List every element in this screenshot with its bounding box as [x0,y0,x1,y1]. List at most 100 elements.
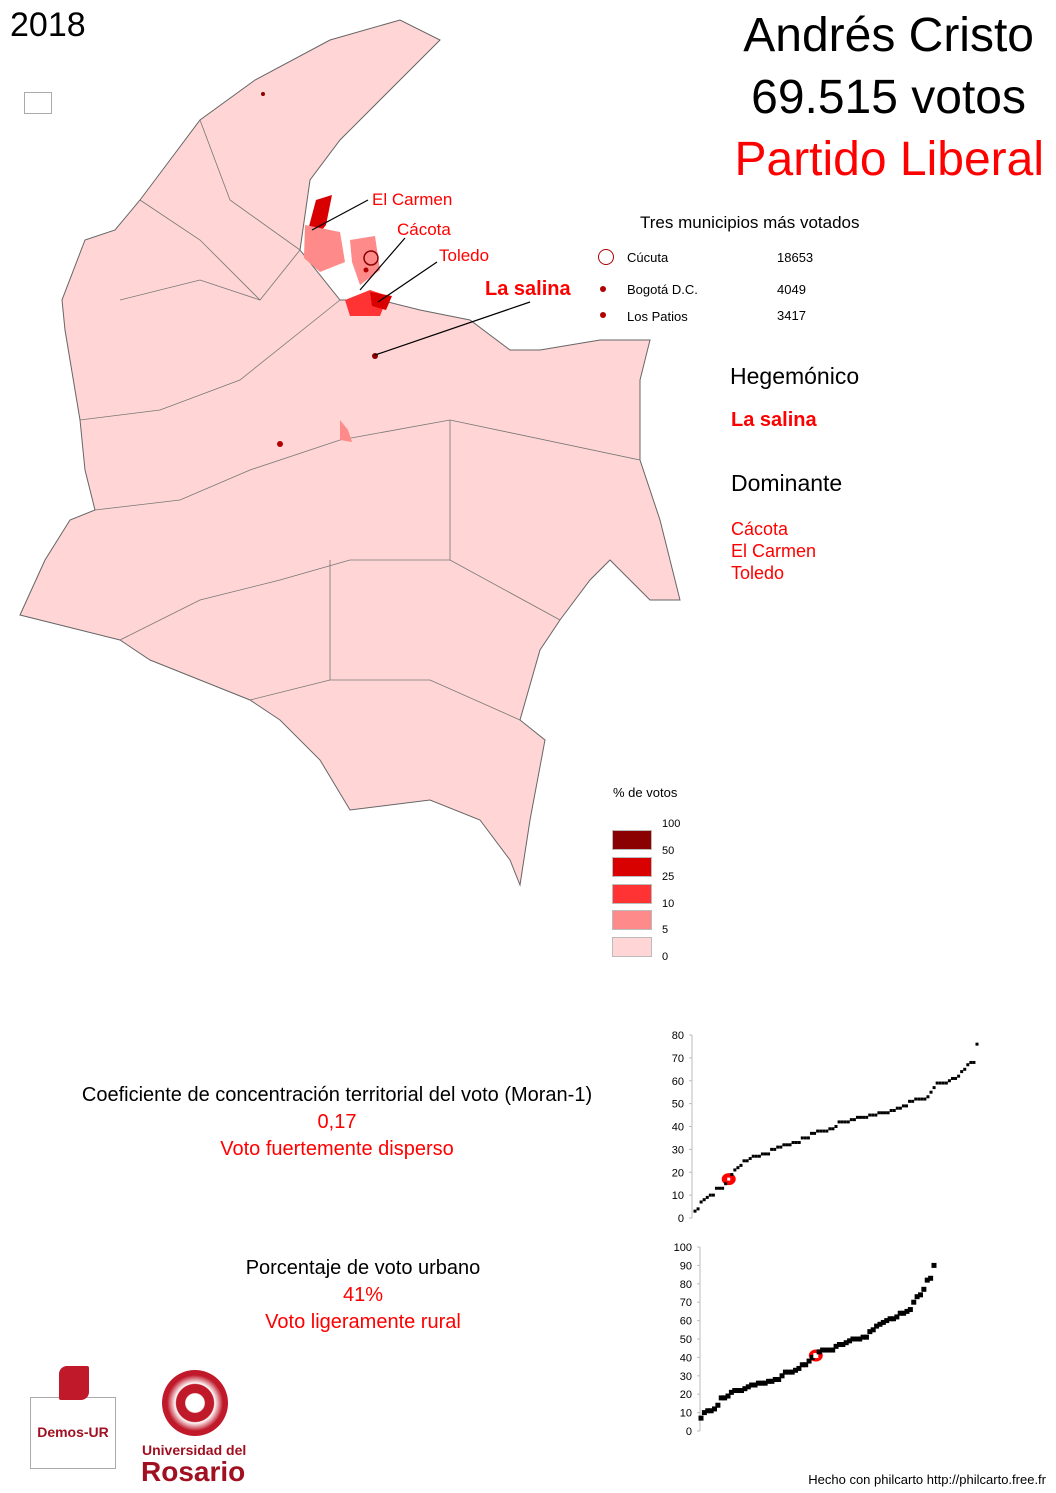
dominant-item: Cácota [731,519,789,539]
data-point [699,1200,703,1204]
data-point [921,1286,927,1292]
municipality-name: Los Patios [627,309,688,324]
municipality-votes: 4049 [777,282,806,297]
data-point [880,1319,886,1325]
data-point [966,1063,970,1067]
legend-swatch [612,830,652,850]
data-point [767,1152,771,1156]
map-label-toledo: Toledo [439,246,490,265]
data-point [769,1378,775,1384]
data-point [969,1060,973,1064]
data-point [894,1314,900,1320]
data-point [708,1408,714,1414]
data-point [850,1336,856,1342]
data-point [762,1380,768,1386]
data-point [834,1125,838,1128]
data-point [806,1358,812,1364]
y-tick-label: 20 [680,1389,692,1401]
data-point [926,1095,930,1099]
data-point [728,1389,734,1395]
data-point [870,1327,876,1333]
data-point [830,1347,836,1353]
y-tick-label: 20 [672,1167,684,1179]
data-point [708,1193,712,1197]
hegemonic-title: Hegemónico [730,363,860,389]
data-point [975,1042,979,1046]
moran-block: Coeficiente de concentración territorial… [37,1082,637,1163]
y-tick-label: 50 [672,1099,684,1111]
data-point [932,1086,936,1090]
data-point [877,1321,883,1327]
data-point [867,1329,873,1335]
data-point [739,1388,745,1394]
data-point [794,1141,798,1145]
data-point [782,1143,786,1147]
data-point [828,1127,832,1131]
demos-logo: Demos-UR [30,1366,116,1469]
data-point [745,1159,749,1163]
data-point [809,1354,815,1360]
data-point [859,1115,863,1119]
data-point [791,1141,795,1145]
data-point [917,1097,921,1101]
legend-swatch [612,937,652,957]
urban-title: Porcentaje de voto urbano [245,1257,481,1279]
urban-label: Voto ligeramente rural [265,1311,461,1333]
department-borders [79,119,641,721]
region-misc [304,225,345,272]
country-shape [19,19,681,887]
data-point [972,1060,976,1064]
data-point [849,1118,853,1122]
data-point [855,1115,859,1119]
municipality-name: Bogotá D.C. [627,282,698,297]
data-point [748,1157,752,1161]
y-tick-label: 40 [672,1122,684,1134]
data-point [822,1129,826,1133]
data-point [929,1090,933,1094]
data-point [782,1369,788,1375]
data-point [935,1081,939,1085]
data-point [732,1388,738,1394]
data-point [724,1182,728,1186]
footer-credit: Hecho con philcarto http://philcarto.fre… [808,1472,1046,1487]
year: 2018 [10,6,86,44]
data-point [693,1209,697,1213]
data-point [788,1143,792,1147]
data-point [954,1076,958,1080]
university-line1: Universidad del [142,1442,247,1458]
data-point [813,1131,817,1135]
demos-logo-text: Demos-UR [37,1424,109,1440]
y-tick-label: 30 [680,1371,692,1383]
data-point [880,1111,884,1115]
data-point [725,1393,731,1399]
data-point [820,1347,826,1353]
data-point [796,1365,802,1371]
data-point [718,1186,722,1190]
data-point [920,1097,924,1101]
data-point [887,1316,893,1322]
data-point [924,1277,930,1283]
data-point [736,1166,740,1170]
region-misc-2 [340,420,352,442]
data-point [957,1074,961,1078]
urban-chart: 0 10 20 30 40 50 60 70 80 90 100 [674,1242,937,1438]
data-point [715,1402,721,1408]
party-name: Partido Liberal [734,133,1044,186]
data-point [886,1111,890,1115]
data-point [825,1129,829,1133]
y-tick-label: 0 [686,1426,692,1438]
data-point [800,1136,804,1140]
data-point [911,1099,915,1103]
y-tick-label: 70 [680,1297,692,1309]
municipality-votes: 18653 [777,250,814,265]
data-point [772,1376,778,1382]
data-point [865,1115,869,1119]
data-point [871,1113,875,1117]
data-point [923,1097,927,1101]
candidate-name: Andrés Cristo [743,9,1034,62]
data-point [914,1294,920,1300]
data-point [785,1143,789,1147]
legend-break: 100 [662,818,681,830]
data-point [837,1120,841,1124]
colombia-map [19,19,681,887]
